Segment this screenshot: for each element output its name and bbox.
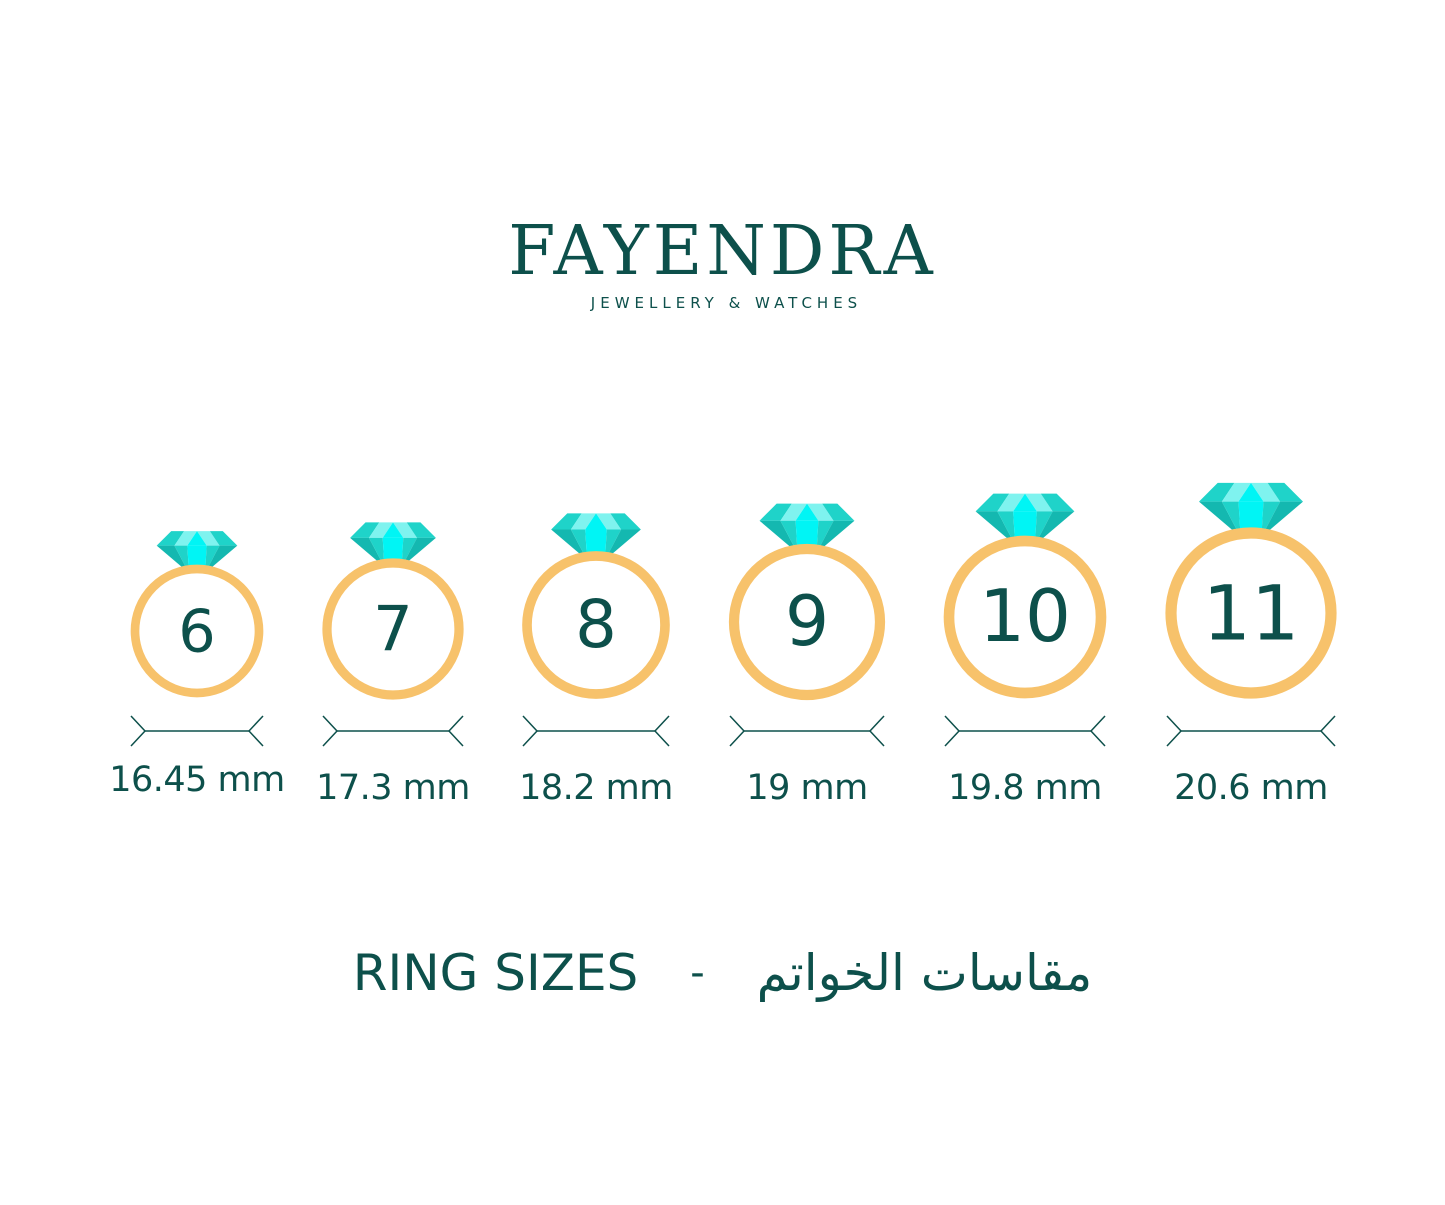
ring-item-8: 8 <box>522 513 670 747</box>
ring-item-11: 11 <box>1165 482 1337 747</box>
ring-band <box>130 564 264 698</box>
ring-item-6: 6 <box>130 531 264 747</box>
diameter-label: 19 mm <box>746 768 868 808</box>
brand-name: FAYENDRA <box>508 212 937 291</box>
diameter-arrow-icon <box>944 715 1106 747</box>
brand-logo: FAYENDRA JEWELLERY & WATCHES <box>0 212 1445 312</box>
ring-size-number: 8 <box>575 587 617 663</box>
diameter-arrow-icon <box>729 715 885 747</box>
ring-size-number: 6 <box>178 597 215 666</box>
diameter-arrow-icon <box>1166 715 1336 747</box>
diameter-label: 20.6 mm <box>1174 768 1328 808</box>
diameter-arrow-icon <box>322 715 464 747</box>
brand-tagline: JEWELLERY & WATCHES <box>590 294 863 312</box>
diameter-arrow-icon <box>130 715 264 747</box>
title-arabic: مقاسات الخواتم <box>756 943 1093 1002</box>
title-english: RING SIZES <box>352 943 639 1002</box>
ring-band <box>1165 527 1337 699</box>
gem-icon <box>975 493 1075 545</box>
ring-item-9: 9 <box>728 503 886 747</box>
diameter-label: 19.8 mm <box>948 768 1102 808</box>
ring-item-10: 10 <box>943 493 1107 747</box>
ring-band <box>522 551 670 699</box>
ring-size-number: 11 <box>1203 569 1300 658</box>
diameter-label: 17.3 mm <box>316 768 470 808</box>
ring-item-7: 7 <box>322 522 464 747</box>
ring-size-number: 7 <box>373 593 413 666</box>
ring-band <box>943 535 1107 699</box>
footer-title: RING SIZES - مقاسات الخواتم <box>0 940 1445 1002</box>
title-separator: - <box>690 949 705 996</box>
diameter-label: 18.2 mm <box>519 768 673 808</box>
diameter-arrow-icon <box>522 715 670 747</box>
ring-size-number: 9 <box>785 582 829 662</box>
ring-band <box>728 543 886 701</box>
ring-size-number: 10 <box>979 575 1071 659</box>
ring-band <box>322 558 464 700</box>
diameter-label: 16.45 mm <box>109 760 285 800</box>
